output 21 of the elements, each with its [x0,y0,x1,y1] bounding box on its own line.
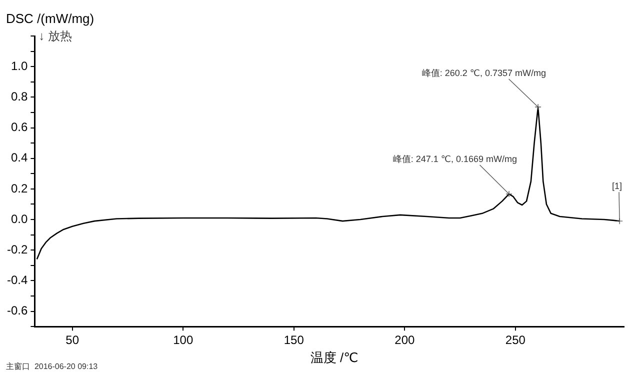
y-axis-title: DSC /(mW/mg) [6,11,94,26]
y-tick-label: 0.6 [10,120,28,134]
y-tick-label: 1.0 [10,58,28,73]
y-tick-label: 0.8 [10,89,28,104]
y-tick-label: -0.2 [6,242,28,256]
y-tick-label: 0.0 [10,212,28,226]
text: 主窗口 2016-06-20 09:13 [6,362,98,371]
annotation: 峰值: 247.1 ℃, 0.1669 mW/mg [392,154,518,164]
x-tick-label: 250 [505,333,526,348]
y-tick-label: -0.6 [6,304,28,318]
x-axis-title: 温度 /℃ [310,350,358,365]
annotation: ↓ 放热 [38,29,72,43]
x-tick-label: 50 [66,333,80,348]
y-tick-label: 0.2 [10,181,28,196]
y-tick-label: -0.4 [6,273,28,288]
x-tick-label: 200 [394,333,415,348]
x-tick-label: 100 [173,333,194,348]
y-tick-label: 0.4 [10,150,28,165]
x-tick-label: 150 [284,333,304,348]
annotation: [1] [612,181,622,192]
annotation: 峰值: 260.2 ℃, 0.7357 mW/mg [422,68,546,78]
